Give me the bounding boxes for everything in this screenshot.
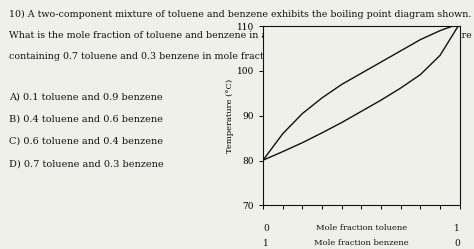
- Text: 1: 1: [454, 224, 460, 233]
- Text: Mole fraction benzene: Mole fraction benzene: [314, 239, 409, 247]
- Text: B) 0.4 toluene and 0.6 benzene: B) 0.4 toluene and 0.6 benzene: [9, 115, 164, 124]
- Text: What is the mole fraction of toluene and benzene in a vapor in equilibrium with : What is the mole fraction of toluene and…: [9, 31, 472, 40]
- Text: 10) A two-component mixture of toluene and benzene exhibits the boiling point di: 10) A two-component mixture of toluene a…: [9, 10, 472, 19]
- Text: 1: 1: [263, 239, 269, 248]
- Text: containing 0.7 toluene and 0.3 benzene in mole fraction?: containing 0.7 toluene and 0.3 benzene i…: [9, 52, 284, 61]
- Text: C) 0.6 toluene and 0.4 benzene: C) 0.6 toluene and 0.4 benzene: [9, 137, 164, 146]
- Y-axis label: Temperature (°C): Temperature (°C): [226, 79, 234, 153]
- Text: D) 0.7 toluene and 0.3 benzene: D) 0.7 toluene and 0.3 benzene: [9, 159, 164, 168]
- Text: Mole fraction toluene: Mole fraction toluene: [316, 224, 407, 232]
- Text: 0: 0: [454, 239, 460, 248]
- Text: 0: 0: [263, 224, 269, 233]
- Text: A) 0.1 toluene and 0.9 benzene: A) 0.1 toluene and 0.9 benzene: [9, 92, 163, 101]
